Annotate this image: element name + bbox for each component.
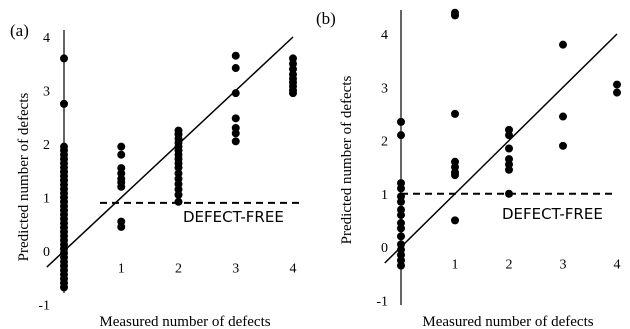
data-point [174, 190, 183, 199]
data-point [397, 232, 405, 241]
y-tick-label: -1 [38, 299, 50, 314]
data-point [289, 89, 297, 98]
data-point [174, 163, 183, 172]
x-axis-label: Measured number of defects [99, 314, 270, 329]
y-tick-label: 4 [43, 31, 50, 46]
identity-line [46, 36, 294, 268]
data-point [559, 40, 567, 49]
identity-line [384, 33, 618, 264]
panel-label: (b) [316, 9, 336, 28]
data-point [397, 184, 405, 193]
data-point [451, 216, 459, 225]
y-tick-label: 3 [43, 85, 50, 100]
data-point [397, 261, 405, 270]
data-point [397, 224, 405, 233]
panel-b: (b) Predicted number of defects Measured… [316, 8, 621, 329]
data-point [397, 131, 405, 140]
data-point [505, 131, 513, 140]
y-tick-label: 0 [43, 245, 50, 260]
data-point [60, 99, 68, 108]
data-point [117, 182, 126, 191]
panel-label: (a) [10, 21, 29, 40]
y-tick-label: 3 [381, 81, 388, 96]
defect-free-label: DEFECT-FREE [502, 205, 603, 223]
data-point [60, 283, 68, 292]
data-point [559, 112, 567, 121]
x-tick-label: 3 [560, 257, 567, 272]
data-point [117, 222, 126, 231]
data-point [397, 211, 405, 220]
panel-a: (a) Predicted number of defects Measured… [10, 21, 300, 329]
data-point [117, 150, 126, 159]
x-tick-label: 2 [175, 261, 182, 276]
data-point [397, 117, 405, 126]
x-tick-label: 4 [614, 257, 621, 272]
data-point [231, 114, 240, 123]
data-point [613, 88, 621, 97]
data-point [397, 197, 405, 206]
data-point [505, 144, 513, 153]
data-point [505, 189, 513, 198]
data-point [231, 137, 240, 146]
y-tick-label: 2 [381, 135, 388, 150]
x-tick-label: 1 [118, 261, 125, 276]
data-point [231, 129, 240, 138]
x-tick-label: 2 [506, 257, 513, 272]
y-axis-label: Predicted number of defects [339, 75, 355, 244]
y-axis-label: Predicted number of defects [16, 92, 32, 261]
data-point [559, 141, 567, 150]
x-tick-label: 1 [452, 257, 459, 272]
data-point [451, 11, 459, 20]
y-tick-label: 2 [43, 138, 50, 153]
y-tick-label: 1 [43, 192, 50, 207]
x-axis-label: Measured number of defects [422, 314, 593, 329]
data-point [613, 80, 621, 89]
y-tick-label: 1 [381, 188, 388, 203]
y-tick-label: -1 [376, 294, 388, 309]
data-point [60, 54, 68, 63]
data-point [174, 197, 183, 206]
x-tick-label: 3 [232, 261, 239, 276]
defect-free-label: DEFECT-FREE [183, 208, 284, 226]
data-point [231, 89, 240, 98]
data-point [451, 109, 459, 118]
data-point [505, 165, 513, 174]
data-point [451, 171, 459, 180]
data-point [231, 64, 240, 73]
x-tick-label: 4 [290, 261, 297, 276]
y-tick-label: 4 [381, 28, 388, 43]
y-tick-label: 0 [381, 241, 388, 256]
data-point [117, 142, 126, 151]
data-point [231, 51, 240, 60]
